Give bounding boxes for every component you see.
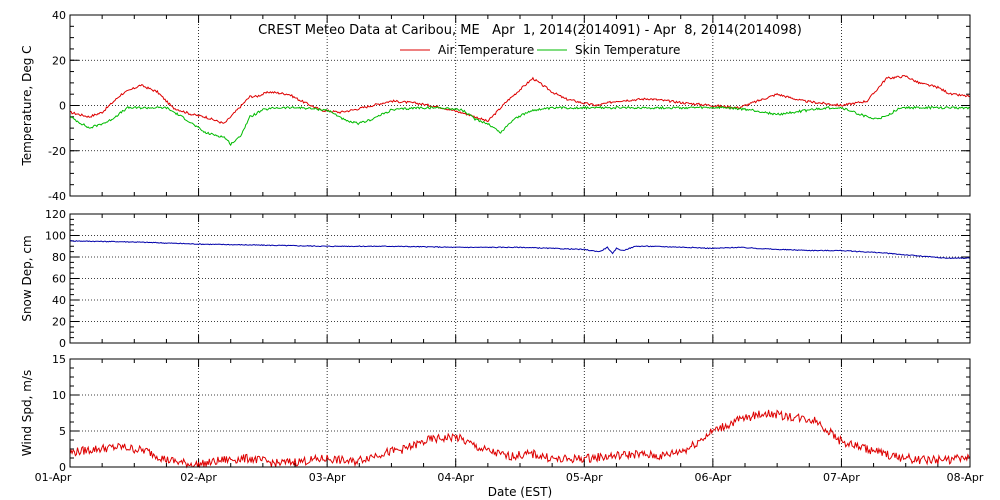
- y-tick-label: 0: [59, 461, 66, 474]
- x-tick-label: 02-Apr: [180, 471, 217, 484]
- y-tick-label: 0: [59, 100, 66, 113]
- x-tick-label: 01-Apr: [35, 471, 72, 484]
- x-tick-label: 04-Apr: [437, 471, 474, 484]
- series-line-wind-spd-m-s: [69, 409, 971, 469]
- y-tick-label: 100: [45, 230, 66, 243]
- series-line-snow-dep-cm: [69, 240, 971, 260]
- y-tick-label: 60: [52, 273, 66, 286]
- plot-frame: [69, 213, 971, 344]
- temperature-panel: 40 20 0 -20 -40 Temperature, Deg C: [20, 9, 971, 203]
- y-tick-label: -20: [48, 145, 66, 158]
- x-tick-label: 07-Apr: [823, 471, 860, 484]
- y-tick-label: 10: [52, 389, 66, 402]
- series-line-air-temperature: [69, 75, 971, 124]
- legend: Air Temperature Skin Temperature: [400, 43, 680, 57]
- y-tick-label: 20: [52, 54, 66, 67]
- y-tick-label: 0: [59, 337, 66, 350]
- y-tick-label: -40: [48, 190, 66, 203]
- series-line-skin-temperature: [69, 105, 971, 147]
- y-axis-label: Temperature, Deg C: [20, 45, 34, 166]
- y-tick-label: 40: [52, 9, 66, 22]
- y-tick-label: 20: [52, 316, 66, 329]
- x-tick-label: 05-Apr: [566, 471, 603, 484]
- plot-frame: [69, 358, 971, 468]
- y-tick-label: 5: [59, 425, 66, 438]
- y-axis-label: Wind Spd, m/s: [20, 370, 34, 456]
- y-axis-label: Snow Dep, cm: [20, 235, 34, 321]
- y-tick-label: 15: [52, 353, 66, 366]
- legend-label-air-temperature: Air Temperature: [438, 43, 534, 57]
- y-tick-label: 40: [52, 294, 66, 307]
- x-tick-label: 03-Apr: [309, 471, 346, 484]
- legend-label-skin-temperature: Skin Temperature: [575, 43, 680, 57]
- y-tick-label: 80: [52, 251, 66, 264]
- chart-title: CREST Meteo Data at Caribou, ME Apr 1, 2…: [258, 23, 802, 38]
- snow-depth-panel: 120 100 80 60 40 20 0 Snow Dep, cm: [20, 208, 971, 350]
- plot-frame: [69, 14, 971, 197]
- y-tick-label: 120: [45, 208, 66, 221]
- wind-speed-panel: 15 10 5 0 Wind Spd, m/s 01-Apr 02-Apr 03-Apr 04-…: [20, 353, 984, 484]
- x-axis-label: Date (EST): [488, 485, 552, 499]
- x-tick-label: 06-Apr: [694, 471, 731, 484]
- x-tick-label: 08-Apr: [947, 471, 984, 484]
